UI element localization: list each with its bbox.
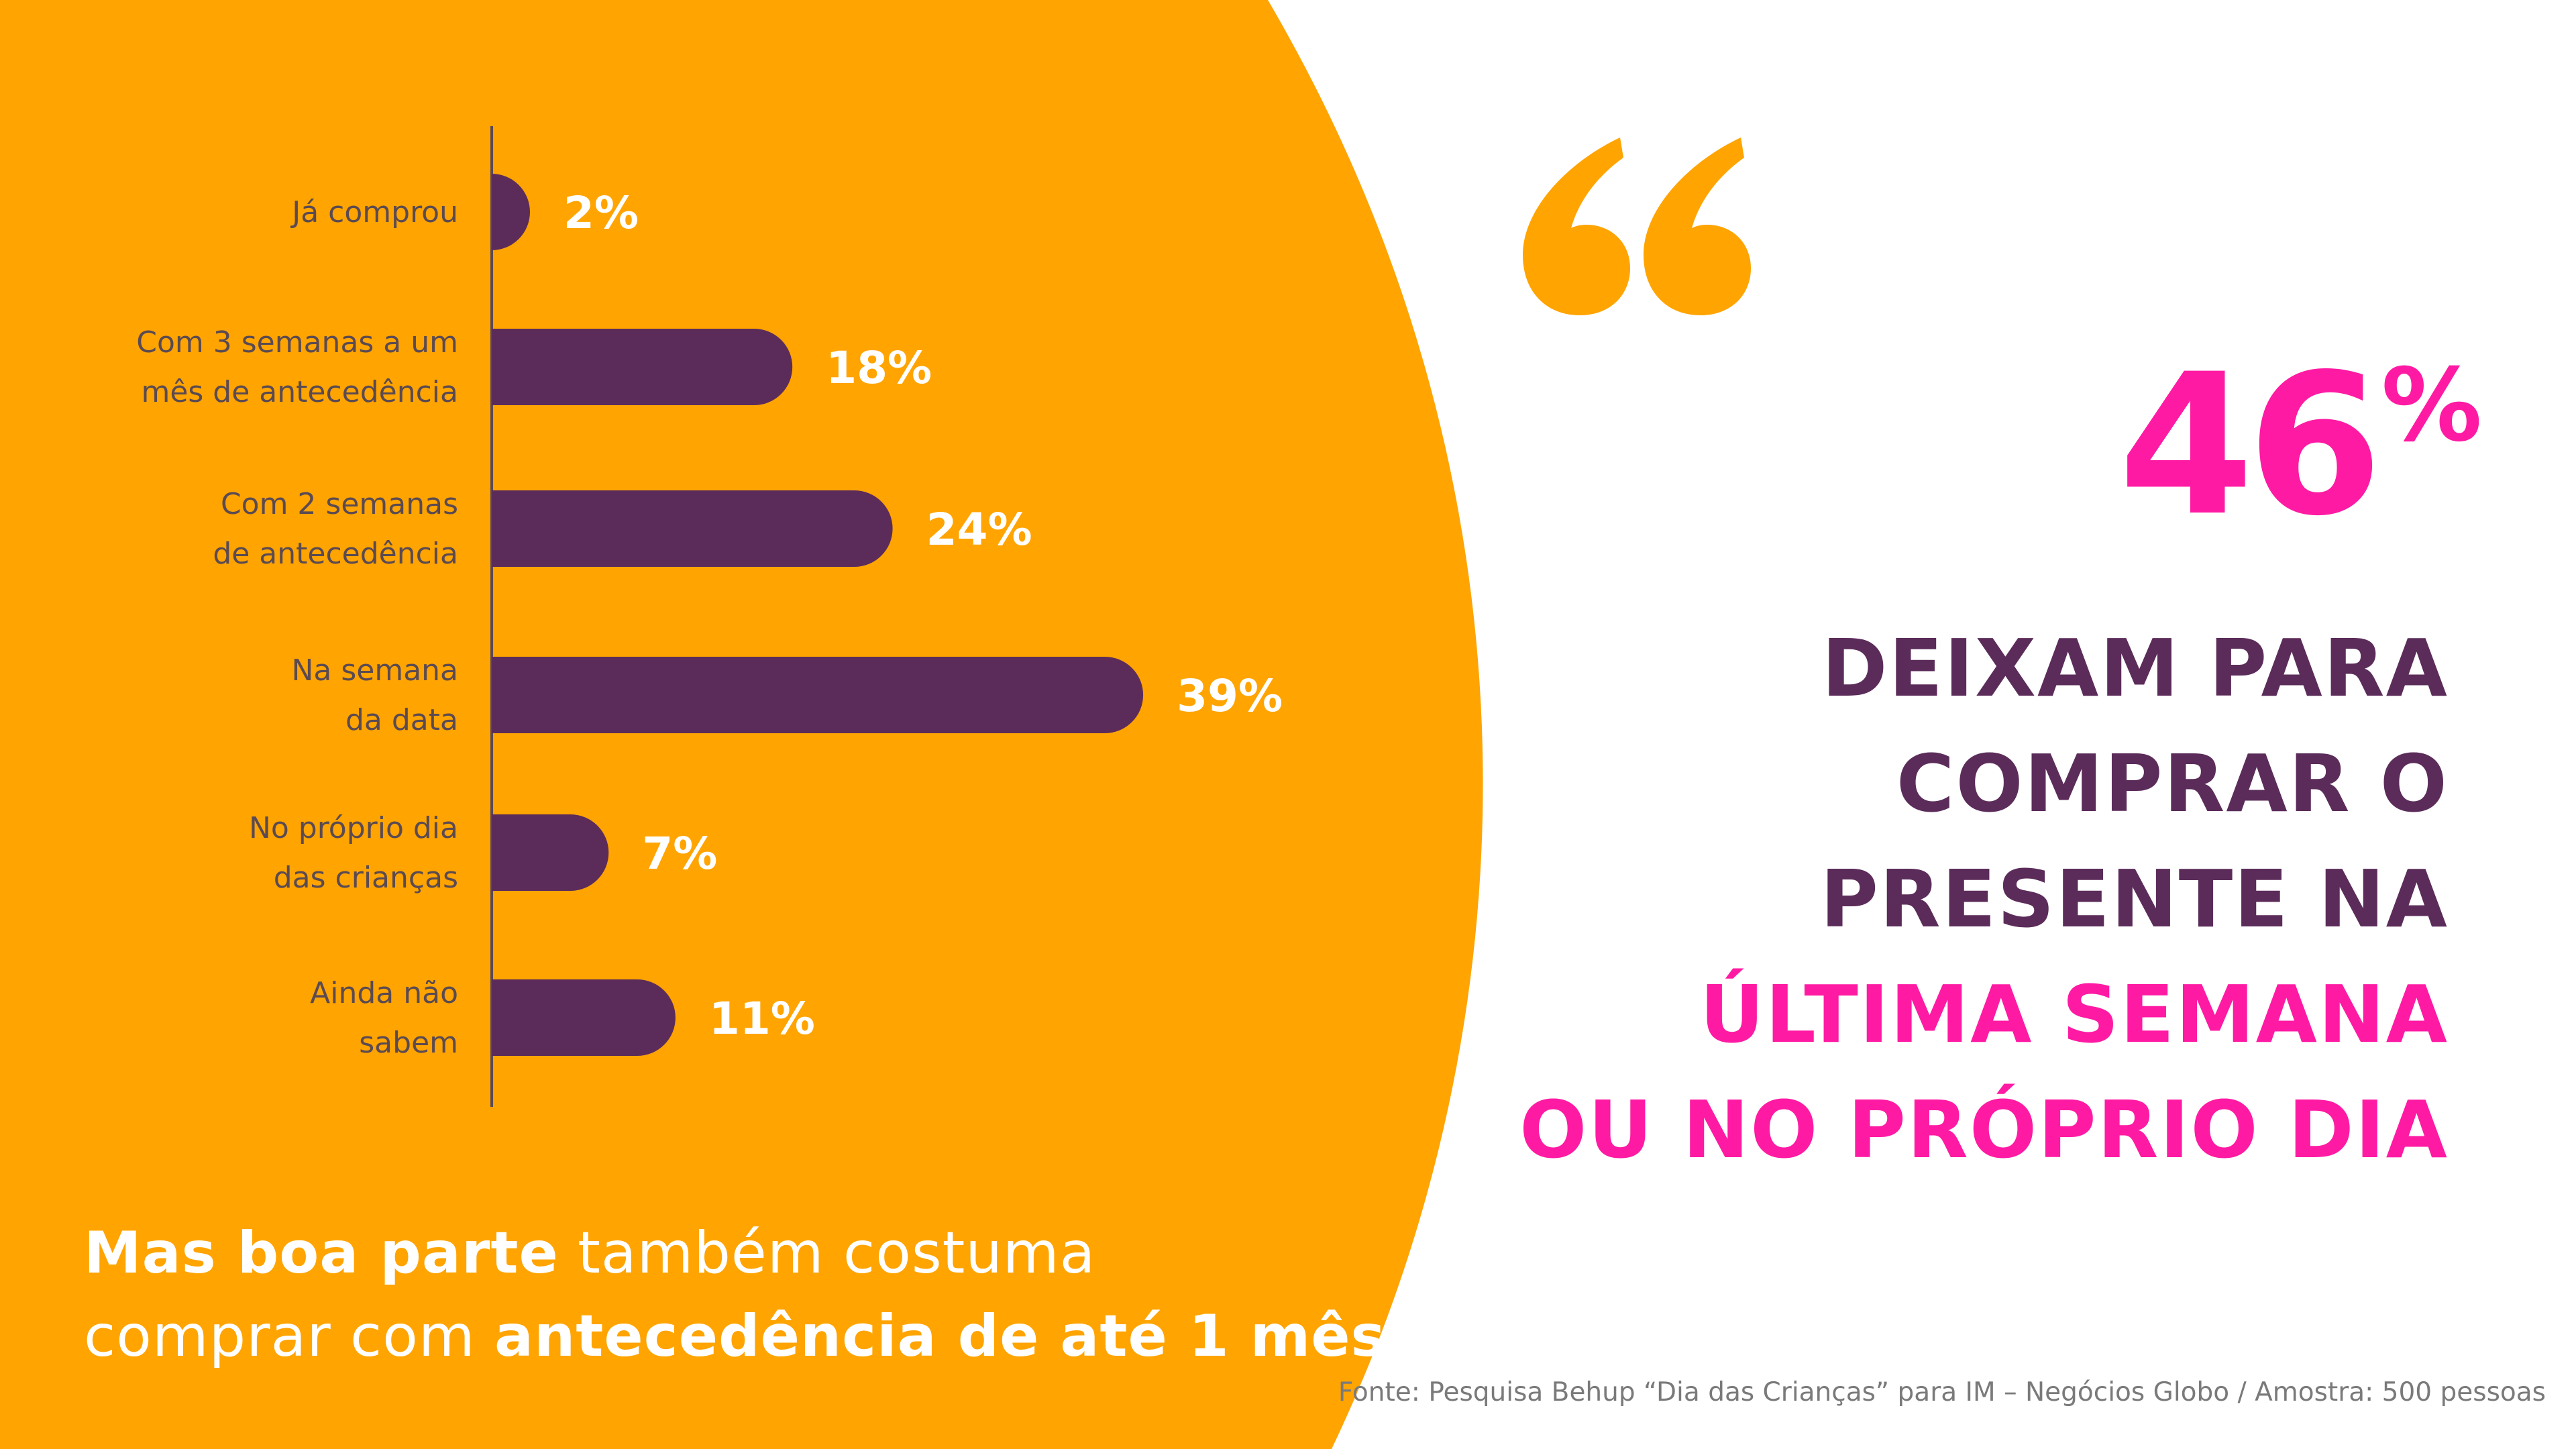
value-label-2: 24% [926, 504, 1032, 555]
value-label-5: 11% [709, 993, 815, 1044]
category-label-5-0: Ainda não [310, 976, 458, 1010]
category-label-3-0: Na semana [291, 653, 458, 688]
category-label-2-0: Com 2 semanas [221, 487, 458, 521]
headline-line-1: DEIXAM PARA [1821, 622, 2449, 714]
quote-open-icon [1523, 138, 1751, 315]
headline-line-2: COMPRAR O [1896, 737, 2449, 830]
headline-line-3: PRESENTE NA [1820, 853, 2449, 945]
bar-chart: 2% Já comprou 18% Com 3 semanas a um mês de … [136, 126, 1283, 1107]
highlight-percent: % [2381, 347, 2482, 464]
summary-line1-rest: também costuma [558, 1220, 1096, 1287]
category-label-1-0: Com 3 semanas a um [136, 325, 458, 360]
bar-3 [492, 657, 1144, 733]
highlight-number: 46 [2118, 333, 2383, 559]
bar-5 [492, 979, 676, 1056]
summary-line2-start: comprar com [84, 1303, 495, 1370]
summary-text: Mas boa parte também costuma comprar com… [84, 1212, 1426, 1378]
headline-text: DEIXAM PARA COMPRAR O PRESENTE NA ÚLTIMA… [1519, 610, 2449, 1187]
value-label-0: 2% [564, 187, 639, 239]
value-label-4: 7% [642, 828, 717, 879]
category-label-2-1: de antecedência [213, 537, 458, 571]
category-label-3-1: da data [345, 703, 458, 737]
bar-4 [492, 814, 609, 891]
category-label-4-0: No próprio dia [249, 811, 458, 845]
bar-0 [492, 174, 530, 250]
summary-line1-bold: Mas boa parte [84, 1220, 559, 1287]
category-label-5-1: sabem [359, 1026, 458, 1060]
bar-2 [492, 490, 893, 567]
value-label-1: 18% [826, 342, 932, 394]
bar-1 [492, 329, 793, 405]
summary-line2-bold: antecedência de até 1 mês [494, 1303, 1386, 1370]
highlight-stat: 46 % [2118, 349, 2482, 550]
category-label-4-1: das crianças [274, 861, 458, 895]
value-label-3: 39% [1177, 670, 1283, 722]
category-label-1-1: mês de antecedência [141, 375, 458, 409]
headline-line-4: ÚLTIMA SEMANA [1699, 968, 2449, 1061]
source-note: Fonte: Pesquisa Behup “Dia das Crianças”… [1338, 1377, 2546, 1407]
category-label-0-0: Já comprou [290, 195, 458, 229]
headline-line-5: OU NO PRÓPRIO DIA [1519, 1083, 2449, 1176]
